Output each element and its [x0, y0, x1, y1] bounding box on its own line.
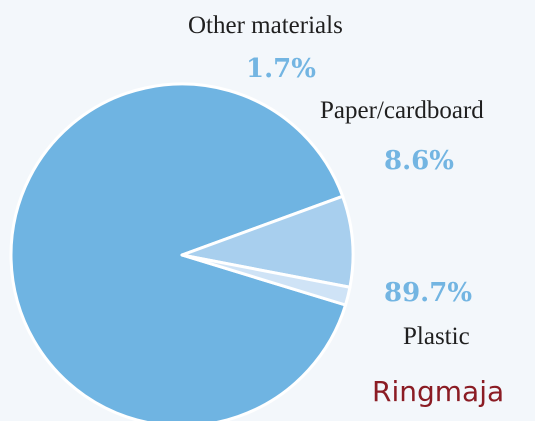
slice-paper-cardboard: [180, 194, 355, 289]
label-plastic: Plastic: [403, 323, 470, 350]
value-paper-cardboard: 8.6%: [384, 146, 454, 176]
slice-other-materials: [180, 253, 352, 307]
value-plastic: 89.7%: [384, 278, 473, 308]
label-paper-cardboard: Paper/cardboard: [320, 97, 484, 124]
brand-text: Ringmaja: [372, 375, 505, 408]
slice-plastic: [9, 82, 348, 421]
value-other-materials: 1.7%: [246, 54, 316, 84]
label-other-materials: Other materials: [188, 12, 343, 39]
